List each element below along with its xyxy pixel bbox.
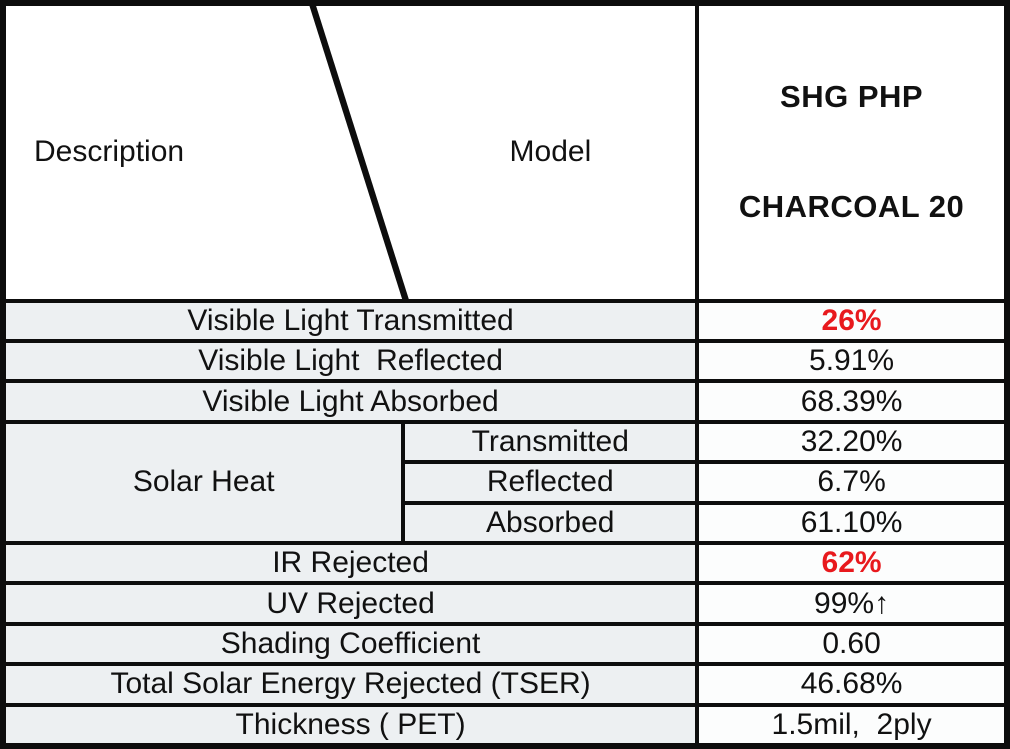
- row-thickness-pet: Thickness ( PET) 1.5mil, 2ply: [0, 702, 1009, 749]
- row-value: 26%: [695, 298, 1009, 344]
- row-shading-coefficient: Shading Coefficient 0.60: [0, 621, 1009, 667]
- row-value: 62%: [695, 540, 1009, 586]
- row-ir-rejected: IR Rejected 62%: [0, 540, 1009, 586]
- row-label: Visible Light Transmitted: [0, 298, 700, 344]
- sub-row-value: 32.20%: [695, 419, 1009, 465]
- row-total-solar-energy-rejected: Total Solar Energy Rejected (TSER) 46.68…: [0, 662, 1009, 707]
- row-label: Visible Light Reflected: [0, 338, 700, 384]
- sub-row-value: 6.7%: [695, 460, 1009, 505]
- sub-row-value: 61.10%: [695, 500, 1009, 545]
- solar-heat-group-label: Solar Heat: [0, 419, 406, 545]
- sub-row-label: Absorbed: [401, 500, 700, 545]
- model-header-label: Model: [509, 135, 592, 169]
- row-visible-light-reflected: Visible Light Reflected 5.91%: [0, 338, 1009, 384]
- description-header-label: Description: [34, 135, 185, 169]
- sub-row-label: Transmitted: [401, 419, 700, 465]
- row-label: UV Rejected: [0, 581, 700, 626]
- row-label: Visible Light Absorbed: [0, 379, 700, 424]
- row-solar-heat-transmitted: Solar Heat Transmitted 32.20%: [0, 419, 1009, 545]
- row-uv-rejected: UV Rejected 99%↑: [0, 581, 1009, 626]
- model-name-line1: SHG PHP: [780, 79, 924, 115]
- row-visible-light-transmitted: Visible Light Transmitted 26%: [0, 298, 1009, 344]
- row-solar-heat-reflected: Reflected 6.7%: [3, 460, 1009, 505]
- row-value: 5.91%: [695, 338, 1009, 384]
- row-label: IR Rejected: [0, 540, 700, 586]
- row-value: 1.5mil, 2ply: [695, 702, 1009, 749]
- model-name-line2: CHARCOAL 20: [738, 188, 965, 224]
- table-header-row: Description Model SHG PHP CHARCOAL 20: [0, 1, 1009, 303]
- row-value: 0.60: [695, 621, 1009, 667]
- row-label: Shading Coefficient: [0, 621, 700, 667]
- row-solar-heat-absorbed: Absorbed 61.10%: [3, 500, 1009, 545]
- row-label: Total Solar Energy Rejected (TSER): [0, 662, 700, 707]
- row-value: 46.68%: [695, 662, 1009, 707]
- header-description-model-cell: Description Model: [0, 1, 700, 303]
- row-value: 68.39%: [695, 379, 1009, 424]
- row-label: Thickness ( PET): [0, 702, 700, 749]
- row-visible-light-absorbed: Visible Light Absorbed 68.39%: [0, 379, 1009, 424]
- model-name-cell: SHG PHP CHARCOAL 20: [695, 1, 1009, 303]
- row-value: 99%↑: [695, 581, 1009, 626]
- sub-row-label: Reflected: [401, 460, 700, 505]
